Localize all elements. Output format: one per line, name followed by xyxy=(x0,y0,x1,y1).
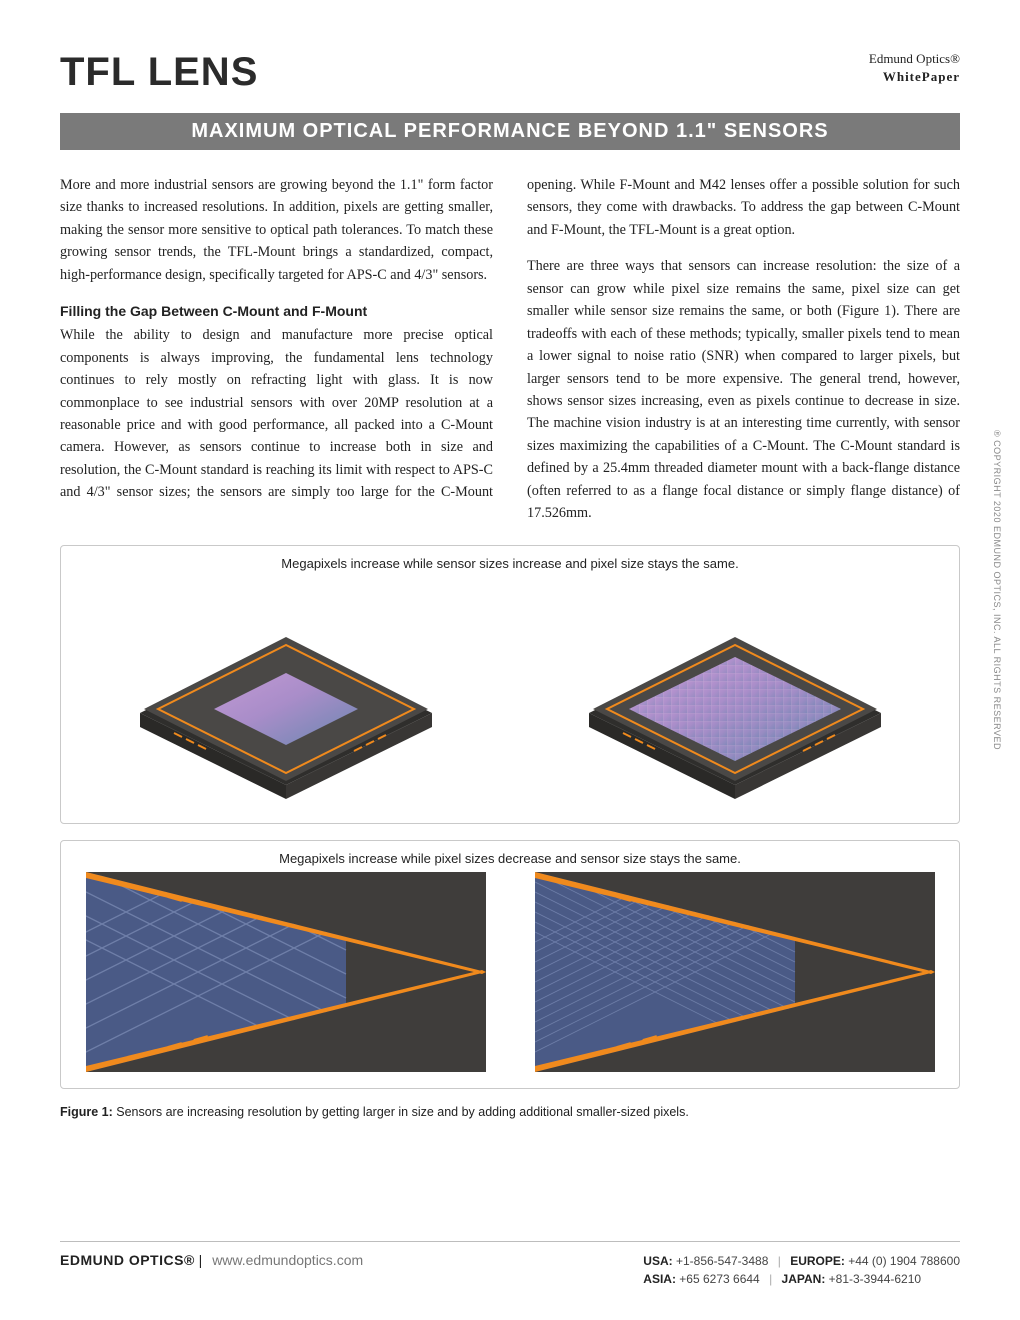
europe-phone: +44 (0) 1904 788600 xyxy=(848,1254,960,1268)
copyright-vertical: ® COPYRIGHT 2020 EDMUND OPTICS, INC. ALL… xyxy=(992,430,1002,750)
page-footer: EDMUND OPTICS® | www.edmundoptics.com US… xyxy=(60,1241,960,1288)
asia-phone: +65 6273 6644 xyxy=(679,1272,759,1286)
sensor-chip-small-icon xyxy=(86,577,486,807)
sensor-zoom-coarse-icon xyxy=(86,872,486,1072)
panel2-caption: Megapixels increase while pixel sizes de… xyxy=(71,851,949,866)
europe-label: EUROPE: xyxy=(790,1254,845,1268)
footer-sep: | xyxy=(199,1252,207,1268)
sensor-chip-large-icon xyxy=(535,577,935,807)
figure-label-text: Sensors are increasing resolution by get… xyxy=(113,1105,689,1119)
intro-paragraph: More and more industrial sensors are gro… xyxy=(60,174,493,286)
page-title: TFL LENS xyxy=(60,50,258,95)
footer-company: EDMUND OPTICS® xyxy=(60,1252,195,1268)
usa-label: USA: xyxy=(643,1254,672,1268)
figure-label: Figure 1: Sensors are increasing resolut… xyxy=(60,1105,960,1119)
japan-phone: +81-3-3944-6210 xyxy=(829,1272,921,1286)
japan-label: JAPAN: xyxy=(782,1272,826,1286)
usa-phone: +1-856-547-3488 xyxy=(676,1254,768,1268)
body-p3: There are three ways that sensors can in… xyxy=(527,255,960,524)
sensor-zoom-fine-icon xyxy=(535,872,935,1072)
section-subhead: Filling the Gap Between C-Mount and F-Mo… xyxy=(60,300,493,322)
footer-contacts: USA: +1-856-547-3488 | EUROPE: +44 (0) 1… xyxy=(643,1252,960,1288)
brand-block: Edmund Optics® WhitePaper xyxy=(869,50,960,85)
asia-label: ASIA: xyxy=(643,1272,676,1286)
figure-label-bold: Figure 1: xyxy=(60,1105,113,1119)
footer-url: www.edmundoptics.com xyxy=(212,1252,363,1268)
panel1-caption: Megapixels increase while sensor sizes i… xyxy=(71,556,949,571)
brand-subtitle: WhitePaper xyxy=(869,68,960,86)
footer-left: EDMUND OPTICS® | www.edmundoptics.com xyxy=(60,1252,363,1268)
figure-panel-1: Megapixels increase while sensor sizes i… xyxy=(60,545,960,824)
body-columns: More and more industrial sensors are gro… xyxy=(60,174,960,525)
brand-name: Edmund Optics® xyxy=(869,50,960,68)
banner-heading: MAXIMUM OPTICAL PERFORMANCE BEYOND 1.1" … xyxy=(60,113,960,150)
figure-panel-2: Megapixels increase while pixel sizes de… xyxy=(60,840,960,1089)
